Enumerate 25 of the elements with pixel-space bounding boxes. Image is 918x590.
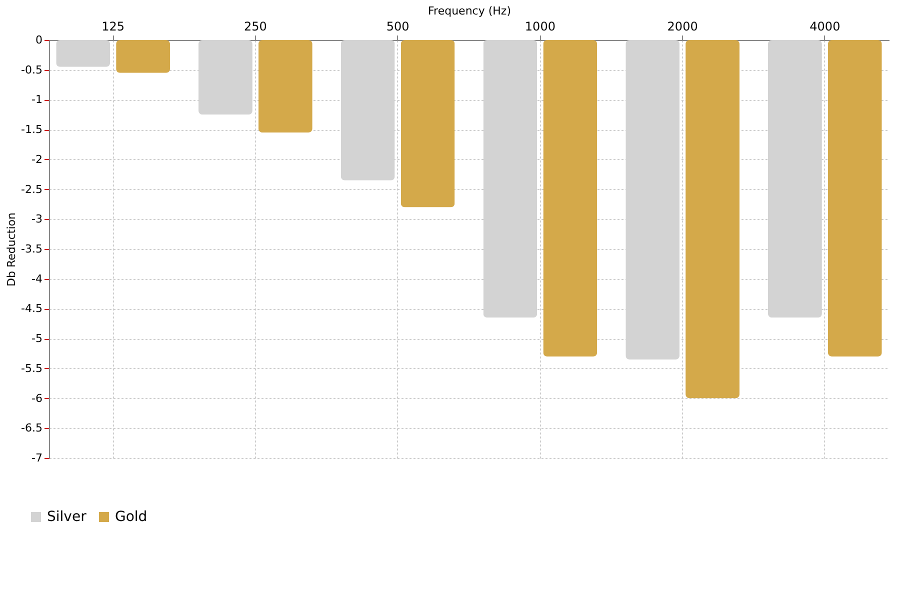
y-tick-label: -1.5: [21, 123, 42, 136]
y-tick-label: -1: [32, 93, 42, 106]
y-tick-label: -6.5: [21, 422, 42, 435]
x-tick-label: 2000: [667, 20, 698, 34]
y-tick-label: -5.5: [21, 362, 42, 375]
y-axis-title: Db Reduction: [5, 212, 18, 286]
x-axis-title: Frequency (Hz): [428, 4, 511, 18]
x-tick-label: 500: [386, 20, 410, 34]
y-tick-label: -4.5: [21, 302, 42, 316]
legend-label: Gold: [115, 509, 148, 525]
y-tick-label: -2.5: [21, 182, 42, 196]
x-tick-label: 4000: [810, 20, 840, 34]
y-tick-label: -5: [32, 332, 42, 346]
legend-label: Silver: [47, 509, 87, 525]
x-tick-label: 125: [102, 20, 125, 34]
y-tick-label: -2: [32, 152, 42, 166]
y-tick-label: -0.5: [21, 63, 42, 76]
y-tick-label: -4: [32, 272, 42, 286]
y-tick-label: -6: [32, 392, 42, 405]
y-tick-label: -3: [32, 212, 42, 226]
y-tick-label: -3.5: [21, 242, 42, 256]
y-tick-label: -7: [32, 452, 42, 464]
x-tick-label: 250: [244, 20, 267, 34]
x-tick-label: 1000: [524, 20, 556, 34]
y-tick-label: 0: [36, 34, 42, 46]
